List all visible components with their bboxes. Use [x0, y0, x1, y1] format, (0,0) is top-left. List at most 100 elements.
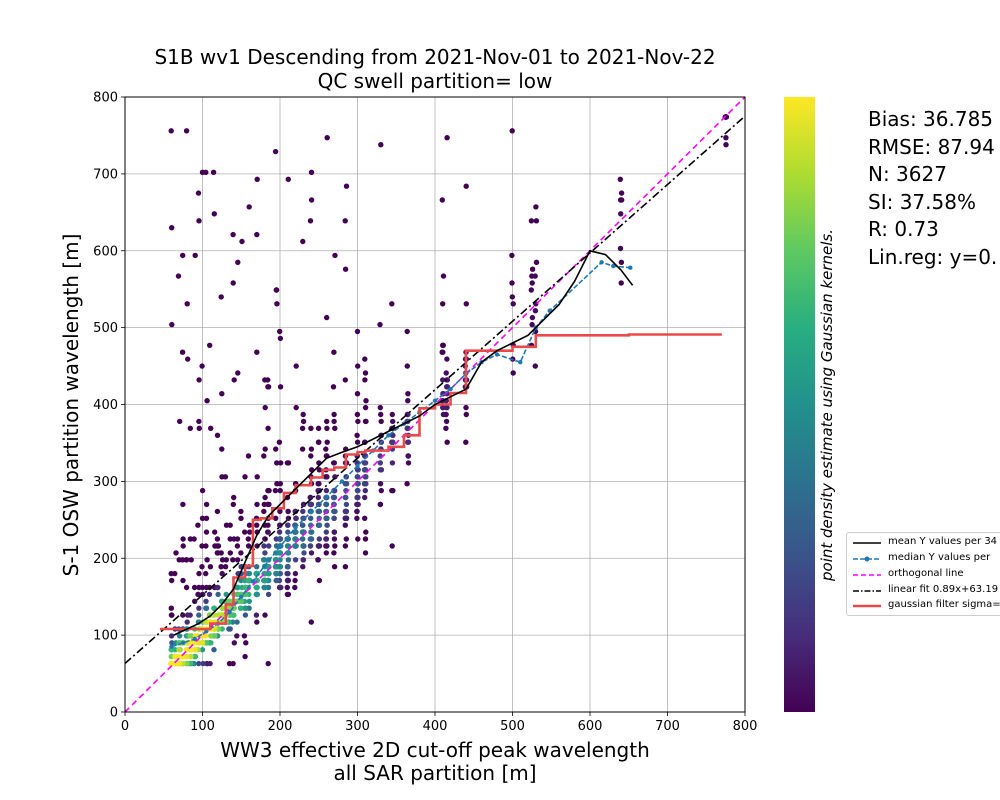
scatter-point	[377, 404, 383, 411]
median-point	[611, 263, 616, 269]
scatter-point	[196, 584, 202, 591]
scatter-point	[308, 453, 314, 459]
scatter-point	[219, 474, 225, 480]
series-line-median	[171, 261, 631, 648]
scatter-point	[277, 522, 283, 528]
scatter-point	[342, 266, 349, 272]
scatter-point	[316, 522, 323, 528]
scatter-point	[195, 591, 201, 598]
scatter-point	[234, 536, 241, 542]
stat-n: N: 3627	[868, 162, 947, 186]
scatter-point	[292, 536, 298, 542]
scatter-point	[215, 584, 221, 591]
scatter-point	[180, 536, 186, 542]
scatter-point	[191, 536, 197, 542]
scatter-point	[214, 543, 220, 549]
scatter-point	[265, 425, 271, 431]
legend-label: mean Y values per 34	[888, 536, 998, 547]
y-tick-label: 400	[93, 398, 118, 413]
scatter-point	[405, 398, 411, 404]
scatter-point	[300, 564, 306, 570]
scatter-point	[234, 633, 240, 639]
scatter-point	[331, 508, 338, 515]
scatter-point	[230, 280, 236, 286]
scatter-point	[169, 640, 175, 646]
scatter-point	[362, 536, 369, 542]
scatter-point	[300, 238, 306, 245]
scatter-point	[179, 349, 186, 355]
scatter-point	[323, 501, 329, 508]
scatter-point	[389, 460, 396, 466]
series-line-mean	[173, 249, 634, 636]
scatter-point	[168, 633, 175, 639]
scatter-point	[463, 404, 469, 411]
scatter-point	[272, 564, 279, 570]
scatter-point	[265, 377, 271, 383]
scatter-point	[176, 633, 183, 639]
scatter-point	[323, 550, 329, 556]
scatter-point	[183, 128, 190, 134]
scatter-point	[618, 211, 624, 217]
scatter-point	[300, 411, 306, 418]
axis-ticks: 0 100 200 300 400 500 600 700 800 0 100 200 300 400 50…	[93, 91, 757, 735]
scatter-point	[377, 460, 383, 466]
scatter-point	[242, 653, 248, 660]
scatter-point	[299, 446, 306, 452]
scatter-point	[238, 508, 244, 515]
scatter-point	[276, 584, 283, 591]
scatter-point	[277, 487, 283, 494]
scatter-point	[278, 460, 284, 466]
scatter-point	[199, 363, 205, 369]
scatter-point	[463, 301, 469, 307]
scatter-point	[292, 577, 298, 584]
scatter-point	[528, 218, 535, 224]
scatter-point	[617, 245, 624, 252]
scatter-point	[332, 543, 338, 549]
scatter-point	[308, 169, 315, 175]
scatter-point	[444, 377, 451, 383]
median-point	[628, 265, 633, 270]
median-point	[180, 640, 186, 645]
scatter-point	[177, 418, 183, 425]
legend-swatch	[853, 556, 881, 562]
scatter-point	[274, 460, 280, 466]
scatter-point	[265, 591, 272, 598]
scatter-point	[210, 169, 217, 175]
scatter-point	[169, 321, 175, 328]
scatter-point	[362, 377, 368, 383]
scatter-point	[241, 633, 248, 639]
scatter-point	[308, 446, 315, 452]
scatter-point	[169, 225, 175, 231]
scatter-point	[301, 550, 307, 556]
scatter-point	[440, 377, 446, 383]
stat-r: R: 0.73	[868, 217, 939, 241]
scatter-point	[354, 432, 360, 438]
scatter-point	[285, 508, 291, 515]
scatter-point	[342, 543, 349, 549]
scatter-point	[254, 176, 260, 182]
median-point	[599, 260, 604, 265]
scatter-point	[180, 577, 186, 584]
scatter-point	[187, 633, 193, 639]
scatter-point	[277, 481, 283, 487]
scatter-point	[533, 218, 540, 224]
scatter-point	[362, 460, 369, 466]
scatter-point	[284, 584, 290, 591]
scatter-point	[206, 584, 213, 591]
scatter-point	[191, 584, 198, 591]
scatter-point	[230, 231, 236, 238]
scatter-point	[242, 612, 249, 618]
scatter-point	[242, 474, 248, 480]
scatter-point	[262, 404, 268, 411]
scatter-point	[284, 460, 291, 466]
scatter-point	[242, 584, 249, 591]
median-point	[277, 544, 283, 549]
scatter-point	[529, 280, 535, 286]
scatter-point	[618, 280, 624, 286]
x-tick-label: 500	[500, 719, 525, 734]
scatter-point	[262, 550, 268, 556]
scatter-point	[212, 529, 218, 535]
scatter-point	[363, 481, 369, 487]
scatter-point	[617, 176, 623, 182]
scatter-point	[377, 321, 383, 328]
